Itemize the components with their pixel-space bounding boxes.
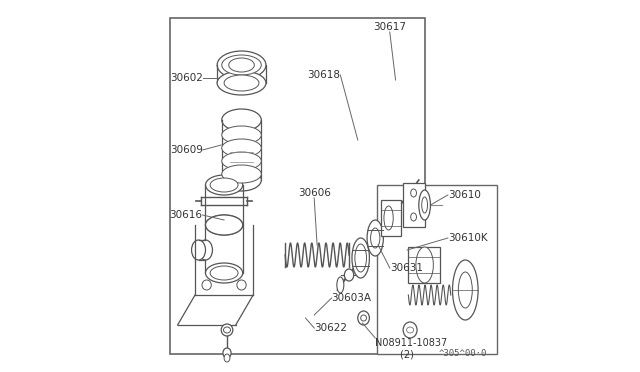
Text: 30610K: 30610K [448,233,488,243]
Bar [170,18,424,354]
Text: 30603A: 30603A [332,293,372,303]
Text: 30610: 30610 [448,190,481,200]
Ellipse shape [406,327,413,333]
Text: 30622: 30622 [314,323,347,333]
Ellipse shape [352,238,369,278]
Ellipse shape [224,354,230,362]
Text: 30602: 30602 [170,73,203,83]
Ellipse shape [217,51,266,79]
Ellipse shape [361,315,367,321]
Ellipse shape [228,58,254,72]
Ellipse shape [222,152,261,170]
Ellipse shape [403,322,417,338]
Text: 30606: 30606 [298,188,331,198]
Text: 30617: 30617 [373,22,406,32]
Ellipse shape [452,260,478,320]
Ellipse shape [202,280,211,290]
Ellipse shape [411,213,417,221]
Text: 30609: 30609 [170,145,203,155]
Ellipse shape [221,324,233,336]
Ellipse shape [205,263,243,283]
Ellipse shape [205,215,243,235]
Ellipse shape [223,327,230,333]
Text: 30618: 30618 [307,70,340,80]
Ellipse shape [419,190,431,220]
Ellipse shape [337,277,344,293]
Ellipse shape [458,272,472,308]
Ellipse shape [355,244,367,272]
Text: 30631: 30631 [390,263,423,273]
Ellipse shape [344,269,354,281]
Bar [408,247,440,283]
Ellipse shape [224,75,259,91]
Text: ^305^00·0: ^305^00·0 [439,349,488,358]
Ellipse shape [222,139,261,157]
Text: N08911-10837
        (2): N08911-10837 (2) [375,338,447,360]
Ellipse shape [223,348,231,358]
Ellipse shape [198,240,212,260]
Ellipse shape [411,189,417,197]
Bar [381,200,401,236]
Ellipse shape [384,206,393,230]
Ellipse shape [237,280,246,290]
Ellipse shape [222,165,261,183]
Ellipse shape [210,178,238,192]
Ellipse shape [222,169,261,191]
Ellipse shape [217,71,266,95]
Ellipse shape [416,247,433,283]
Ellipse shape [222,109,261,131]
Ellipse shape [191,240,205,260]
Ellipse shape [210,266,238,280]
Bar [403,183,424,227]
Ellipse shape [371,228,380,248]
Text: 30616: 30616 [170,210,203,220]
Ellipse shape [222,126,261,144]
Ellipse shape [205,215,243,235]
Ellipse shape [205,175,243,195]
Ellipse shape [367,220,383,256]
Ellipse shape [222,55,261,75]
Ellipse shape [422,197,428,213]
Ellipse shape [358,311,369,325]
Bar [377,185,497,354]
